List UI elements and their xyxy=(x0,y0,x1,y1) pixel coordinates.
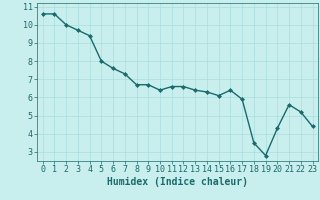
X-axis label: Humidex (Indice chaleur): Humidex (Indice chaleur) xyxy=(107,177,248,187)
